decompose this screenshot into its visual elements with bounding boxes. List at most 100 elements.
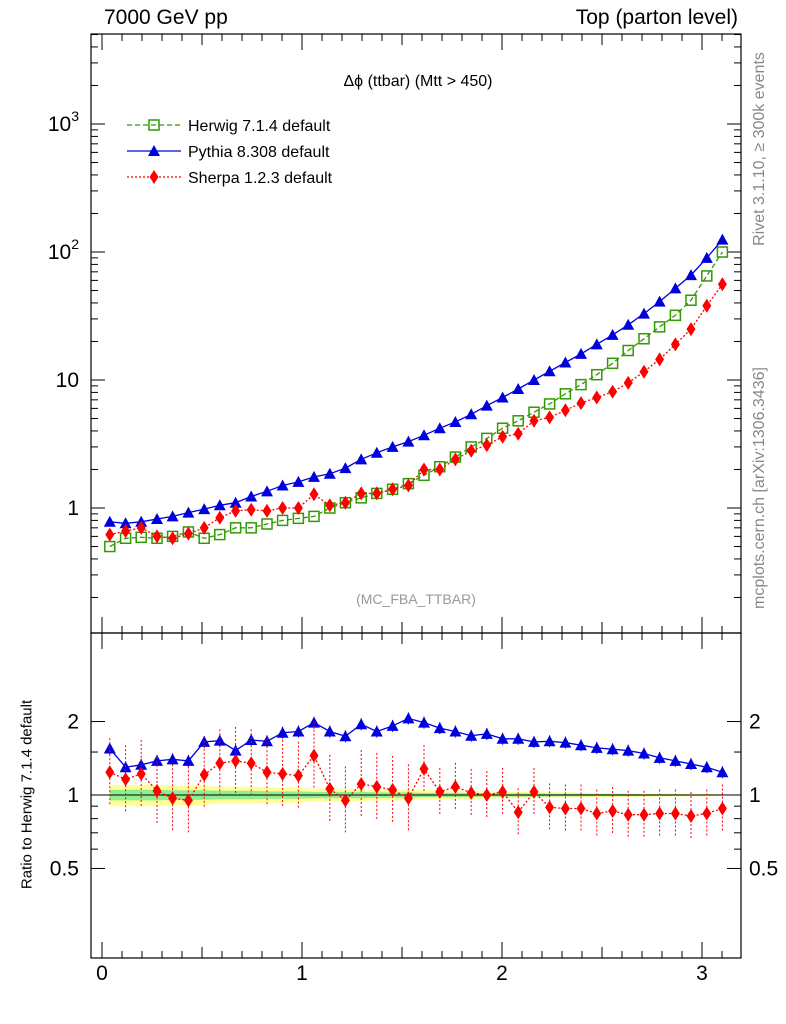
sherpa-ratio-point <box>466 785 476 800</box>
sherpa-point <box>592 390 602 405</box>
herwig-point <box>543 398 556 410</box>
sherpa-ratio-point <box>231 753 241 768</box>
pythia-ratio-point <box>653 751 666 763</box>
sherpa-point <box>498 429 508 444</box>
sherpa-point <box>246 502 256 517</box>
sherpa-ratio-point <box>340 793 350 808</box>
sherpa-legend-label: Sherpa 1.2.3 default <box>188 170 333 187</box>
pythia-ratio-point <box>590 741 603 753</box>
sherpa-ratio-point <box>702 806 712 821</box>
sherpa-ratio-point <box>388 782 398 797</box>
pythia-ratio-point <box>480 727 493 739</box>
pythia-ratio-point <box>559 736 572 748</box>
sherpa-ratio-point <box>576 801 586 816</box>
pythia-legend-marker <box>148 145 160 156</box>
pythia-point <box>166 510 179 522</box>
sherpa-ratio-point <box>608 803 618 818</box>
herwig-point <box>638 333 650 345</box>
herwig-point <box>716 246 729 258</box>
herwig-point <box>214 528 226 541</box>
sherpa-ratio-point <box>325 781 335 796</box>
sherpa-ratio-point <box>482 788 492 802</box>
sherpa-point <box>152 529 162 544</box>
herwig-point <box>685 294 697 306</box>
ratio-series-group <box>103 712 729 841</box>
pythia-ratio-point <box>638 747 650 759</box>
ratio-plot-frame: 0 1 2 3 0.5 0.5 1 1 2 2 <box>50 632 778 985</box>
herwig-point <box>559 388 572 400</box>
pythia-ratio-point <box>512 732 525 744</box>
herwig-point <box>591 368 603 381</box>
pythia-point <box>449 415 462 427</box>
ratio-y-tick-label: 0.5 <box>50 857 79 880</box>
pythia-point <box>182 506 195 518</box>
sherpa-ratio-point <box>623 807 633 822</box>
sherpa-legend-marker <box>149 170 159 184</box>
pythia-ratio-point <box>669 754 682 766</box>
pythia-point <box>308 470 320 482</box>
sherpa-ratio-point <box>592 806 602 821</box>
pythia-ratio-point <box>685 757 697 769</box>
pythia-ratio-point <box>229 744 242 756</box>
sherpa-ratio-point <box>152 783 162 798</box>
sherpa-point <box>466 443 476 458</box>
pythia-ratio-point <box>386 719 399 731</box>
y-tick-label: 102 <box>48 236 79 264</box>
pythia-ratio-line <box>109 717 723 773</box>
x-tick-label: 2 <box>496 962 508 985</box>
pythia-point <box>496 391 509 403</box>
sherpa-ratio-point <box>356 776 366 791</box>
sherpa-point <box>545 410 555 425</box>
pythia-point <box>386 440 399 452</box>
sherpa-ratio-point <box>717 801 727 816</box>
sherpa-ratio-point <box>262 765 272 780</box>
pythia-ratio-point <box>606 743 619 755</box>
ratio-y-tick-label: 2 <box>67 711 79 734</box>
main-series-group <box>103 233 729 553</box>
sherpa-point <box>340 495 350 510</box>
pythia-point <box>245 490 258 502</box>
ratio-uncertainty-bands <box>109 784 723 807</box>
sherpa-point <box>231 503 241 518</box>
pythia-ratio-point <box>716 766 729 778</box>
pythia-point <box>700 251 713 263</box>
sherpa-point <box>435 462 445 477</box>
pythia-ratio-point <box>323 725 336 737</box>
herwig-point <box>276 514 289 527</box>
sherpa-ratio-point <box>215 756 225 771</box>
sherpa-ratio-point <box>529 784 539 799</box>
ratio-y-tick-label: 1 <box>67 784 79 807</box>
herwig-legend-label: Herwig 7.1.4 default <box>188 118 331 135</box>
sherpa-point <box>419 462 429 477</box>
pythia-ratio-point <box>261 735 273 747</box>
pythia-ratio-point <box>276 726 289 738</box>
legend: Herwig 7.1.4 default Pythia 8.308 default… <box>127 118 333 187</box>
pythia-ratio-point <box>402 712 415 724</box>
sherpa-point <box>293 501 303 515</box>
herwig-point <box>606 357 619 370</box>
sherpa-point <box>482 438 492 453</box>
sherpa-point <box>576 396 586 411</box>
sherpa-point <box>717 277 727 292</box>
sherpa-ratio-point <box>278 766 288 781</box>
pythia-ratio-point <box>465 729 478 741</box>
pythia-ratio-point <box>355 718 368 730</box>
y-tick-exponent: 3 <box>71 108 79 124</box>
sherpa-point <box>655 352 665 367</box>
sherpa-point <box>136 520 146 535</box>
sherpa-point <box>183 526 193 541</box>
pythia-point <box>370 446 383 458</box>
sherpa-ratio-point <box>105 765 115 780</box>
sherpa-point <box>199 520 209 535</box>
pythia-point <box>276 479 289 491</box>
ratio-y-tick-label-right: 1 <box>749 784 761 807</box>
sherpa-point <box>105 527 115 542</box>
pythia-ratio-point <box>166 753 179 765</box>
pythia-ratio-point <box>151 754 163 766</box>
sherpa-point <box>702 298 712 313</box>
pythia-point <box>198 503 211 515</box>
sherpa-ratio-point <box>513 805 523 820</box>
pythia-legend-label: Pythia 8.308 default <box>188 144 330 161</box>
pythia-point <box>669 282 682 294</box>
